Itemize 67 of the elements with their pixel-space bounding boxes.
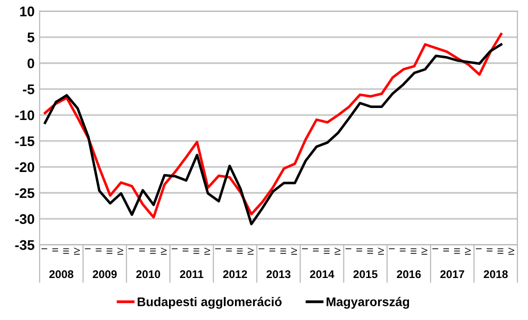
- x-tick-label: IV: [74, 248, 80, 255]
- x-tick-label: III: [324, 248, 330, 254]
- x-tick-label: II: [356, 248, 362, 252]
- x-tick-label: II: [312, 248, 319, 252]
- y-tick-label: -35: [15, 240, 34, 250]
- x-tick-label: IV: [248, 248, 254, 255]
- x-tick-label: I: [302, 248, 308, 250]
- y-tick-label: -25: [15, 188, 34, 198]
- x-tick-label: I: [215, 248, 221, 250]
- x-tick-label: IV: [464, 248, 471, 255]
- x-tick-label: III: [63, 248, 69, 254]
- x-tick-label: II: [270, 248, 276, 252]
- legend-label: Magyarország: [326, 296, 410, 309]
- y-tick-label: 0: [28, 58, 34, 68]
- x-tick-label: IV: [291, 248, 297, 255]
- x-tick-label: III: [280, 248, 286, 254]
- text: 2014: [310, 270, 334, 278]
- y-tick-label: -5: [22, 84, 34, 94]
- y-tick-label: 5: [27, 32, 34, 42]
- x-tick-label: II: [226, 248, 232, 252]
- legend-label: Budapesti agglomeráció: [138, 296, 282, 309]
- x-tick-label: I: [346, 248, 352, 250]
- x-tick-label: II: [182, 248, 188, 252]
- x-tick-label: III: [367, 248, 373, 254]
- x-tick-label: I: [432, 248, 438, 250]
- y-tick-label: -15: [15, 136, 34, 146]
- y-tick-label: -30: [15, 214, 34, 224]
- text: 2008: [49, 270, 74, 278]
- text: 2017: [440, 270, 464, 278]
- x-tick-label: I: [388, 248, 395, 250]
- x-tick-label: IV: [204, 248, 210, 255]
- y-tick-label: 10: [20, 6, 34, 16]
- x-tick-label: II: [96, 248, 102, 252]
- x-tick-label: I: [84, 248, 91, 250]
- x-tick-label: I: [172, 248, 178, 250]
- text: 2016: [396, 270, 421, 278]
- x-tick-label: IV: [160, 248, 167, 255]
- x-tick-label: III: [106, 248, 112, 254]
- text: 2015: [353, 270, 378, 278]
- x-tick-label: III: [454, 248, 460, 254]
- text: 2010: [136, 270, 160, 278]
- text: 2018: [484, 270, 508, 278]
- x-tick-label: III: [193, 248, 200, 254]
- x-tick-label: I: [128, 248, 134, 250]
- x-tick-label: II: [139, 248, 145, 252]
- text: 2013: [266, 270, 290, 278]
- x-tick-label: III: [498, 248, 504, 254]
- x-tick-label: IV: [508, 248, 514, 255]
- x-tick-label: IV: [378, 248, 384, 255]
- x-tick-label: III: [150, 248, 156, 254]
- x-tick-label: IV: [422, 248, 428, 255]
- x-tick-label: III: [236, 248, 243, 254]
- x-tick-label: II: [443, 248, 450, 252]
- y-tick-label: -20: [15, 162, 34, 172]
- x-tick-label: II: [486, 248, 492, 252]
- x-tick-label: I: [476, 248, 482, 250]
- x-tick-label: III: [410, 248, 416, 254]
- x-tick-label: II: [52, 248, 58, 252]
- x-tick-label: I: [41, 248, 48, 250]
- x-tick-label: I: [258, 248, 264, 250]
- x-tick-label: II: [400, 248, 406, 252]
- x-tick-label: IV: [117, 248, 124, 255]
- text: 2012: [223, 270, 247, 278]
- x-tick-label: IV: [334, 248, 340, 255]
- y-tick-label: -10: [15, 110, 34, 120]
- text: 2011: [180, 270, 204, 278]
- text: 2009: [92, 270, 117, 278]
